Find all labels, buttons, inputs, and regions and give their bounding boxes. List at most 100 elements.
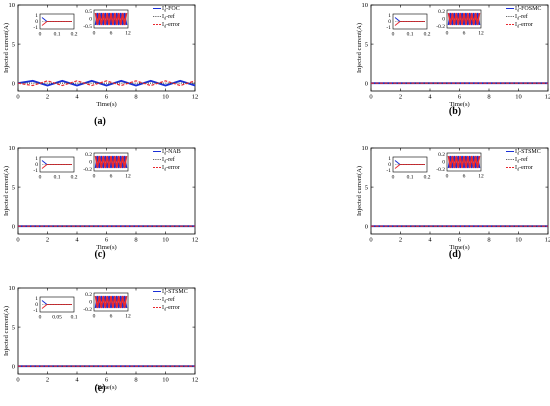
inset-transient-ytick: -1 [386,25,391,31]
inset-steady-xtick: 12 [125,174,131,180]
legend-entry: Id-error [162,165,180,172]
x-tick-label: 4 [75,237,79,244]
inset-steady-ytick: -0.2 [436,167,445,173]
inset-transient-ytick: 0 [35,302,38,308]
legend-text: -ref [519,156,528,163]
legend-subscript: d [517,16,520,21]
legend-subscript: d [517,8,520,13]
legend-text: -STSMC [166,289,188,295]
x-tick-label: 6 [105,377,109,384]
legend-symbol: I [162,149,164,155]
inset-transient-xtick: 0 [39,175,42,181]
x-tick-label: 2 [399,237,402,244]
x-tick-label: 8 [487,237,490,244]
y-tick-label: 10 [362,2,369,9]
x-axis-label: Time(s) [96,244,116,251]
inset-steady-xtick: 12 [478,31,484,37]
inset-transient-xtick: 0.2 [424,175,431,181]
inset-steady-ytick: 0.2 [438,9,445,15]
inset-steady-xtick: 12 [125,31,131,37]
legend-subscript: d [164,307,167,312]
x-axis-label: Time(s) [96,101,116,108]
x-tick-label: 8 [134,237,137,244]
series-line-error [17,80,196,87]
legend-entry: Id-STSMC [162,289,188,296]
inset-steady-ytick: -0.2 [83,167,92,173]
inset-transient-ytick: -1 [33,308,38,314]
x-tick-label: 2 [399,94,402,101]
x-tick-label: 6 [458,94,462,101]
x-tick-label: 10 [515,237,522,244]
legend-subscript: d [517,159,520,164]
x-tick-label: 0 [16,94,19,101]
inset-steady-ytick: 0 [442,17,445,23]
inset-transient-ytick: 1 [35,13,38,19]
inset-steady-xtick: 12 [478,174,484,180]
x-tick-label: 4 [428,237,432,244]
legend-symbol: I [162,297,164,303]
inset-steady-xtick: 6 [463,31,466,37]
inset-transient-xtick: 0.1 [54,32,61,38]
y-tick-label: 5 [365,184,368,191]
y-tick-label: 0 [365,223,368,230]
x-axis-label: Time(s) [96,384,116,391]
legend-subscript: d [164,159,167,164]
inset-steady-ytick: 0.2 [85,152,92,158]
legend-subscript: d [517,24,520,29]
x-tick-label: 12 [192,94,199,101]
legend-symbol: I [162,165,164,171]
x-tick-label: 12 [545,94,550,101]
x-tick-label: 12 [545,237,550,244]
x-tick-label: 10 [162,377,169,384]
legend-subscript: d [164,8,167,13]
y-axis-label: Injected current(A) [3,166,10,216]
legend-subscript: d [164,151,167,156]
legend-entry: Id-ref [162,296,175,304]
caption-e: (e) [94,383,106,394]
x-tick-label: 10 [515,94,522,101]
legend-symbol: I [515,157,517,163]
inset-transient-ytick: 1 [35,296,38,302]
y-tick-label: 10 [362,145,369,152]
legend-subscript: d [164,299,167,304]
inset-steady-error [447,12,481,26]
inset-steady-ytick: -0.2 [83,307,92,313]
legend-symbol: I [162,157,164,163]
x-tick-label: 8 [134,94,137,101]
y-axis-label: Injected current(A) [3,23,10,73]
legend-symbol: I [162,305,164,311]
inset-transient-xtick: 0.2 [71,32,78,38]
y-tick-label: 0 [12,80,15,87]
inset-transient-xtick: 0.1 [407,32,414,38]
inset-steady-xtick: 0 [446,31,449,37]
x-tick-label: 8 [487,94,490,101]
x-tick-label: 8 [134,377,137,384]
inset-transient-xtick: 0.1 [54,175,61,181]
legend-symbol: I [515,149,517,155]
inset-transient-xtick: 0.1 [71,315,78,321]
legend-entry: Id-NAB [162,149,181,156]
inset-steady-xtick: 0 [93,31,96,37]
y-axis-label: Injected current(A) [356,23,363,73]
legend-entry: Id-FOSMC [515,6,541,13]
x-tick-label: 0 [16,377,19,384]
y-tick-label: 10 [9,285,16,292]
legend-text: -error [166,305,180,311]
legend-text: -ref [166,13,175,20]
inset-transient-xtick: 0.2 [424,32,431,38]
series-line-FOC [17,79,196,87]
legend-text: -ref [166,296,175,303]
legend-subscript: d [517,151,520,156]
inset-transient-xtick: 0.1 [407,175,414,181]
y-tick-label: 5 [12,324,15,331]
legend-symbol: I [515,14,517,20]
x-tick-label: 12 [192,377,199,384]
inset-transient-ytick: 0 [35,19,38,25]
x-tick-label: 2 [46,237,49,244]
legend-entry: Id-ref [162,13,175,21]
